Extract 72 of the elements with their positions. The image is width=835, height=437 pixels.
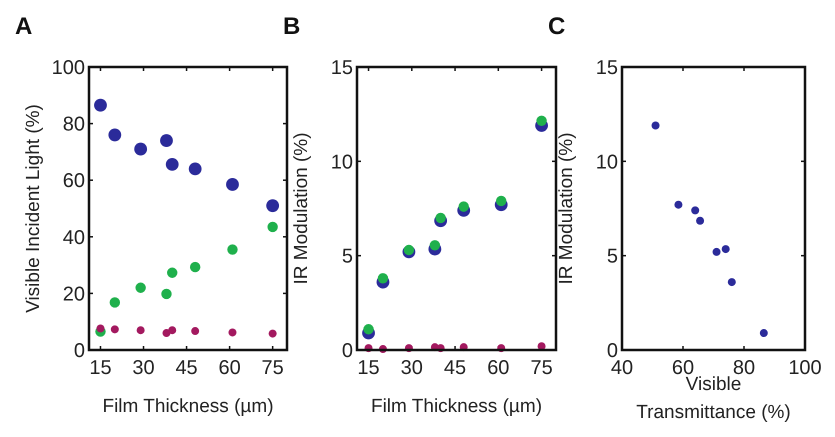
point xyxy=(435,212,446,224)
x-tick-label: 15 xyxy=(89,357,112,379)
x-tick-label: 15 xyxy=(357,357,380,379)
point xyxy=(722,245,730,254)
point xyxy=(227,244,238,255)
y-tick-label: 80 xyxy=(62,114,85,136)
point xyxy=(696,216,704,225)
point xyxy=(760,329,768,338)
point xyxy=(266,199,280,212)
point xyxy=(458,201,469,212)
y-tick-label: 5 xyxy=(342,246,353,268)
point xyxy=(134,142,148,156)
x-tick-label: 60 xyxy=(218,357,241,379)
point xyxy=(712,248,721,256)
point xyxy=(188,162,202,176)
y-axis-title: Visible Incident Light (%) xyxy=(23,104,44,313)
x-tick-label: 45 xyxy=(175,357,198,379)
point xyxy=(267,222,278,232)
point xyxy=(268,330,277,338)
point xyxy=(496,196,506,206)
point xyxy=(108,128,122,142)
y-tick-label: 0 xyxy=(606,340,618,362)
point xyxy=(228,328,236,336)
x-tick-label: 30 xyxy=(132,357,155,379)
point xyxy=(674,200,682,209)
chart-title: B xyxy=(283,13,300,40)
x-tick-label: 30 xyxy=(400,357,423,379)
point xyxy=(168,326,176,334)
y-tick-label: 0 xyxy=(74,340,85,362)
point xyxy=(728,278,736,286)
y-axis-title: IR Modulation (%) xyxy=(556,132,577,285)
point xyxy=(430,240,440,250)
point xyxy=(536,116,547,126)
y-tick-label: 60 xyxy=(62,170,85,192)
y-tick-label: 0 xyxy=(342,340,353,362)
x-tick-label: 45 xyxy=(444,357,466,379)
point xyxy=(135,282,146,293)
y-tick-label: 40 xyxy=(62,226,85,249)
point xyxy=(136,326,145,334)
y-tick-label: 20 xyxy=(62,283,85,306)
point xyxy=(363,324,374,334)
point xyxy=(166,158,179,171)
x-tick-label: 75 xyxy=(262,357,284,379)
y-tick-label: 15 xyxy=(330,57,353,79)
point xyxy=(161,288,172,300)
point xyxy=(110,325,119,334)
point xyxy=(226,178,239,191)
point xyxy=(404,244,414,256)
point xyxy=(378,273,388,284)
point xyxy=(162,329,170,338)
point xyxy=(110,297,120,308)
point xyxy=(94,98,107,112)
point xyxy=(96,324,104,332)
point xyxy=(167,268,178,278)
point xyxy=(691,206,700,214)
x-tick-label: 75 xyxy=(530,357,553,379)
y-axis-title: IR Modulation (%) xyxy=(291,132,312,285)
point xyxy=(160,134,173,147)
x-tick-label: 100 xyxy=(788,357,822,379)
x-axis-title: Film Thickness (µm) xyxy=(370,396,542,417)
y-tick-label: 15 xyxy=(596,57,618,79)
point xyxy=(652,121,660,130)
y-tick-label: 100 xyxy=(52,57,85,79)
point xyxy=(191,327,200,336)
y-tick-label: 10 xyxy=(330,151,353,174)
x-axis-title: Film Thickness (µm) xyxy=(102,396,274,417)
y-tick-label: 5 xyxy=(606,246,618,268)
point xyxy=(190,262,200,272)
chart-title: C xyxy=(548,13,566,40)
chart-title: A xyxy=(15,13,32,40)
x-tick-label: 60 xyxy=(487,357,510,379)
y-tick-label: 10 xyxy=(596,151,618,174)
